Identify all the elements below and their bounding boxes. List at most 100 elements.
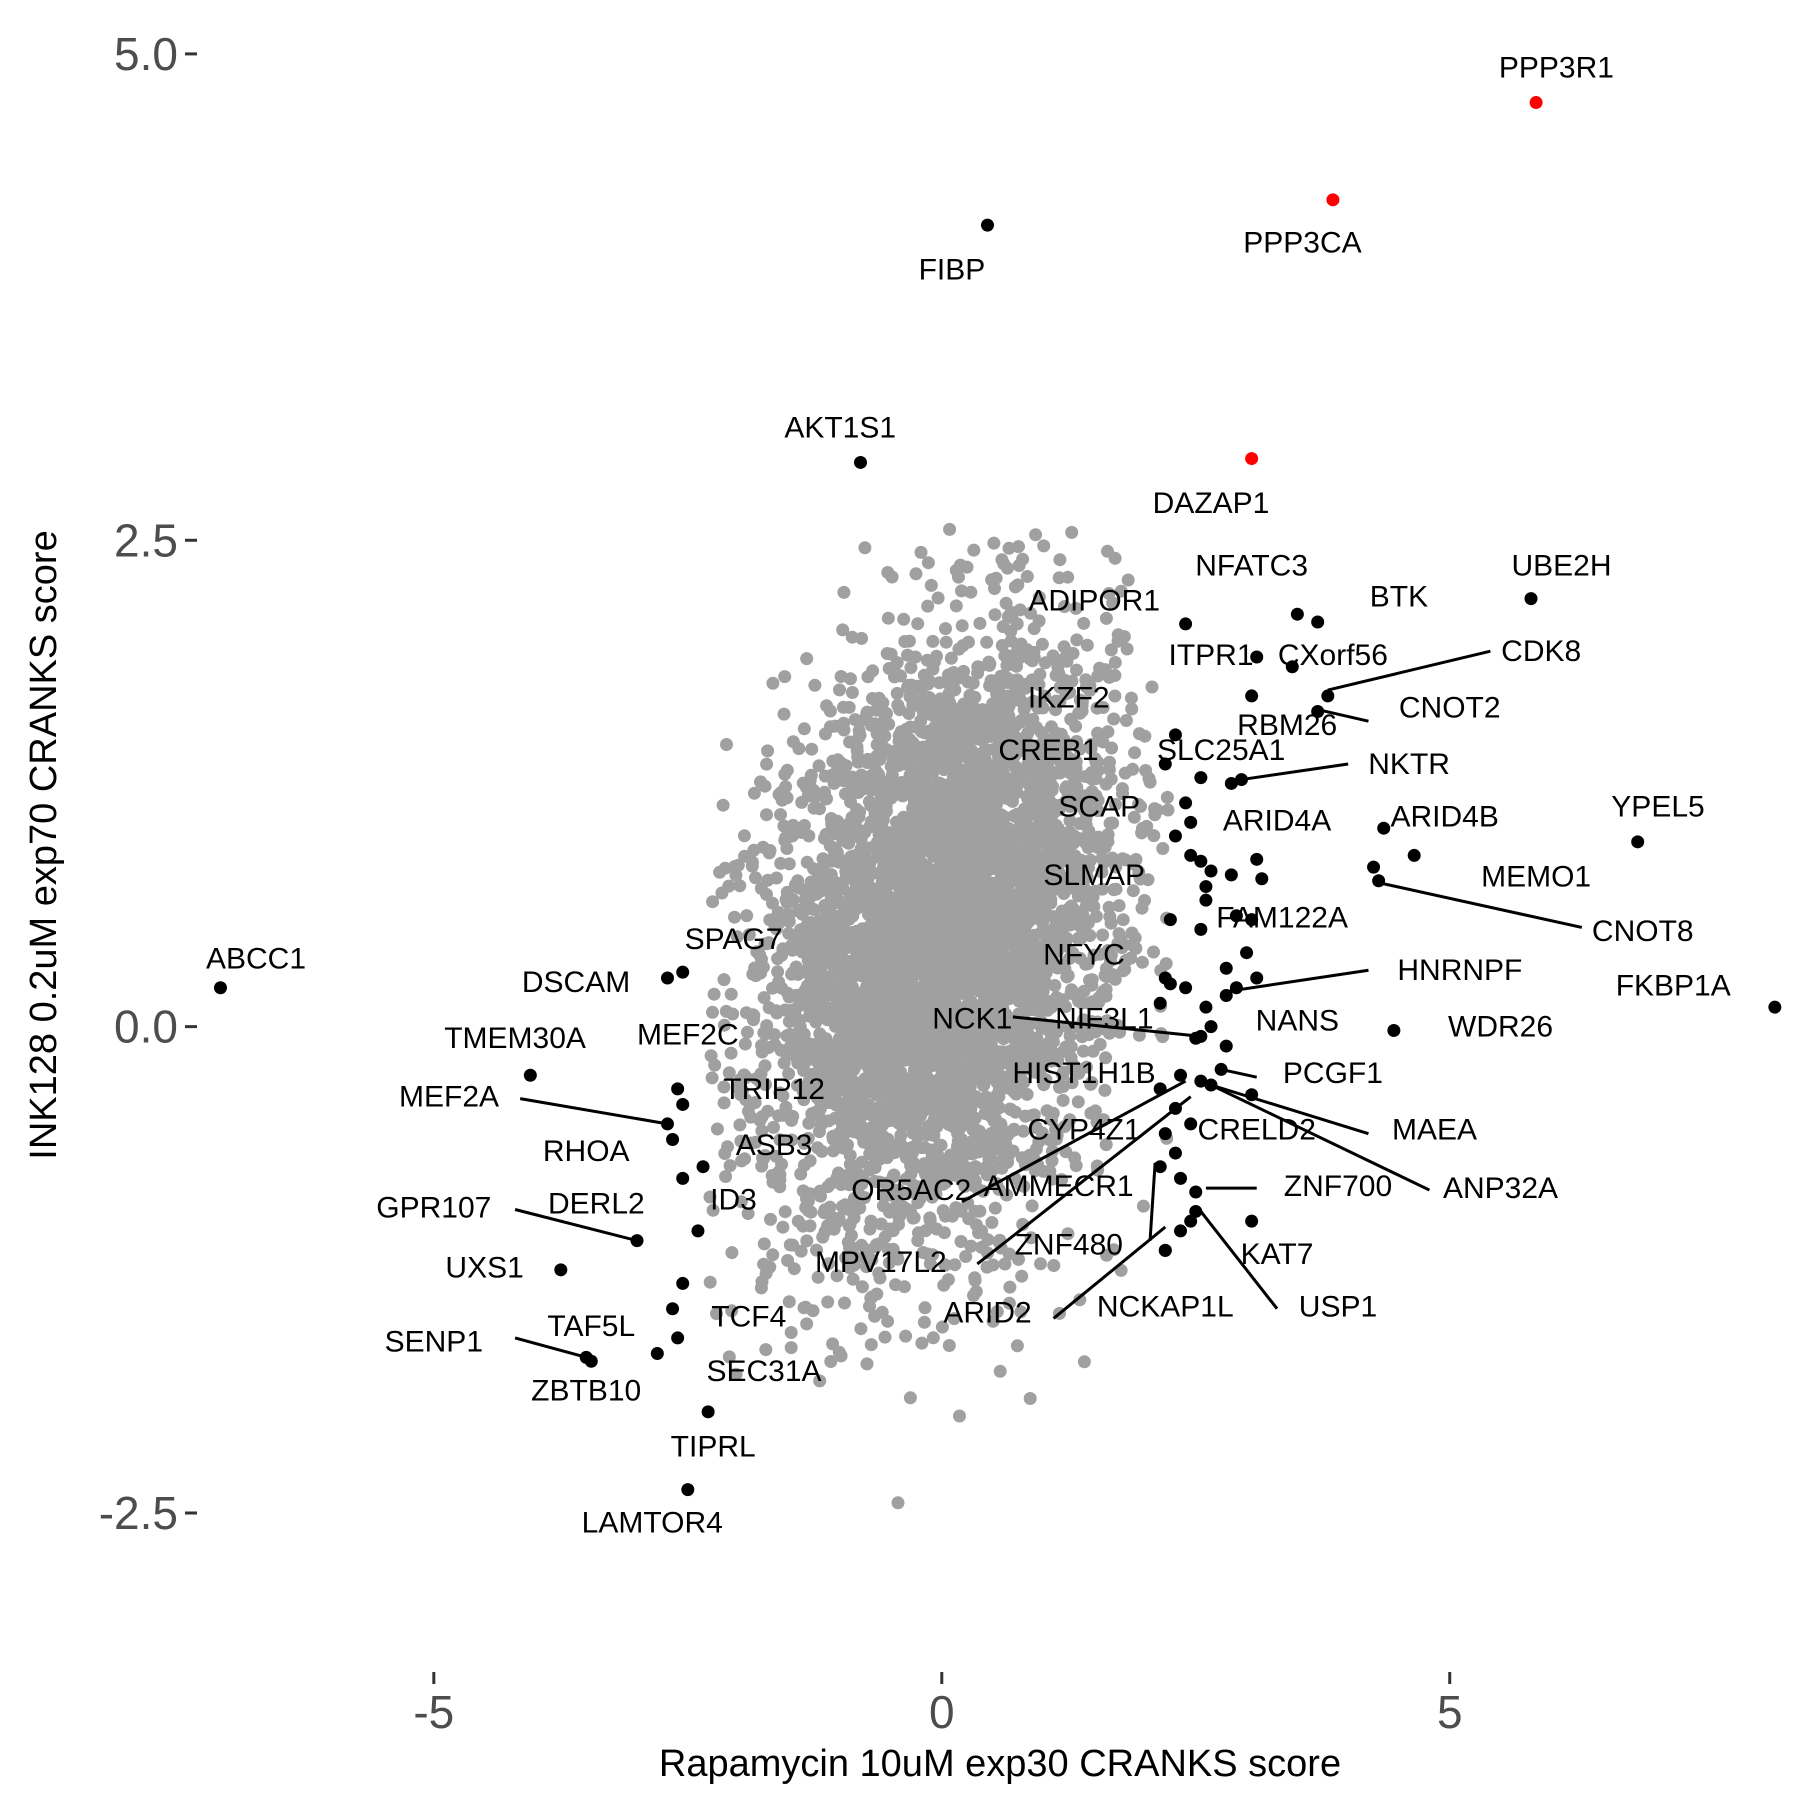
background-point — [801, 789, 815, 803]
background-point — [1048, 653, 1062, 667]
background-point — [827, 1050, 841, 1063]
background-point — [953, 558, 967, 572]
background-point — [795, 826, 809, 839]
background-point — [922, 691, 936, 704]
background-point — [811, 1141, 825, 1155]
background-point — [850, 962, 864, 976]
background-point — [952, 880, 966, 893]
background-point — [722, 1350, 736, 1364]
background-point — [1005, 936, 1019, 950]
background-point — [972, 1226, 985, 1240]
background-point — [967, 1120, 981, 1134]
background-point — [1147, 945, 1160, 959]
background-point — [1106, 596, 1120, 610]
background-point — [878, 1330, 892, 1344]
background-point — [870, 695, 884, 709]
background-point — [759, 1343, 773, 1357]
background-point — [898, 635, 912, 648]
background-point — [986, 1314, 1000, 1328]
background-point — [757, 1237, 771, 1251]
background-point — [972, 766, 985, 780]
background-point — [823, 839, 837, 853]
background-point — [934, 830, 948, 844]
background-point — [909, 1187, 923, 1200]
background-point — [953, 911, 966, 925]
background-point — [1007, 1122, 1021, 1136]
background-point — [957, 697, 971, 711]
background-point — [929, 702, 943, 715]
background-point — [707, 987, 721, 1001]
background-point — [969, 1285, 983, 1298]
background-point — [839, 868, 853, 882]
background-point — [801, 1194, 815, 1208]
background-point — [924, 578, 938, 592]
background-point — [1101, 725, 1115, 739]
background-point — [800, 1234, 814, 1248]
background-point — [903, 1071, 917, 1085]
background-point — [993, 1155, 1007, 1168]
background-point — [1116, 913, 1130, 927]
background-point — [722, 1066, 736, 1080]
background-point — [914, 545, 928, 559]
background-point — [981, 1233, 995, 1247]
background-point — [1035, 637, 1049, 651]
background-point — [832, 934, 845, 948]
background-point — [824, 868, 838, 882]
background-point — [717, 1096, 731, 1110]
background-point — [1020, 932, 1034, 946]
background-point — [984, 674, 998, 688]
background-point — [881, 611, 895, 625]
background-point — [887, 1086, 901, 1099]
background-point — [901, 680, 914, 694]
background-point — [904, 1158, 918, 1172]
background-point — [1127, 810, 1141, 824]
background-point — [1014, 1305, 1028, 1319]
highlight-point — [1290, 607, 1304, 621]
background-point — [952, 642, 966, 656]
background-point — [869, 1017, 883, 1031]
background-point — [848, 713, 862, 727]
background-point — [1085, 978, 1099, 992]
background-point — [818, 785, 831, 799]
background-point — [952, 1043, 966, 1057]
background-point — [1089, 789, 1103, 803]
background-point — [733, 1118, 747, 1132]
background-point — [909, 1138, 923, 1152]
background-point — [886, 913, 900, 927]
background-point — [851, 1097, 864, 1111]
background-point — [925, 768, 939, 782]
background-point — [816, 968, 830, 982]
background-point — [747, 786, 761, 800]
background-point — [1055, 837, 1069, 851]
background-point — [1108, 689, 1122, 703]
background-point — [993, 1364, 1007, 1378]
background-point — [947, 815, 961, 829]
background-point — [899, 1114, 913, 1127]
background-point — [898, 1093, 912, 1107]
background-point — [1084, 1077, 1098, 1091]
background-point — [944, 1060, 958, 1074]
background-point — [1012, 640, 1026, 654]
background-point — [1055, 1173, 1069, 1187]
background-point — [837, 716, 851, 730]
background-point — [819, 904, 832, 918]
background-point — [810, 879, 824, 893]
background-point — [977, 1133, 991, 1147]
background-point — [792, 999, 806, 1013]
background-point — [874, 1085, 888, 1099]
background-point — [791, 1214, 805, 1228]
background-point — [1048, 979, 1062, 992]
background-point — [761, 1104, 775, 1118]
background-point — [771, 952, 785, 966]
background-point — [1118, 766, 1132, 780]
background-point — [716, 798, 730, 812]
background-point — [784, 1341, 798, 1355]
highlight-point — [1529, 96, 1543, 110]
background-point — [920, 918, 934, 932]
background-point — [1132, 1028, 1146, 1042]
background-point — [843, 735, 857, 749]
background-point — [845, 686, 859, 699]
background-point — [939, 844, 952, 858]
background-point — [1161, 803, 1175, 817]
background-point — [1021, 1150, 1035, 1164]
